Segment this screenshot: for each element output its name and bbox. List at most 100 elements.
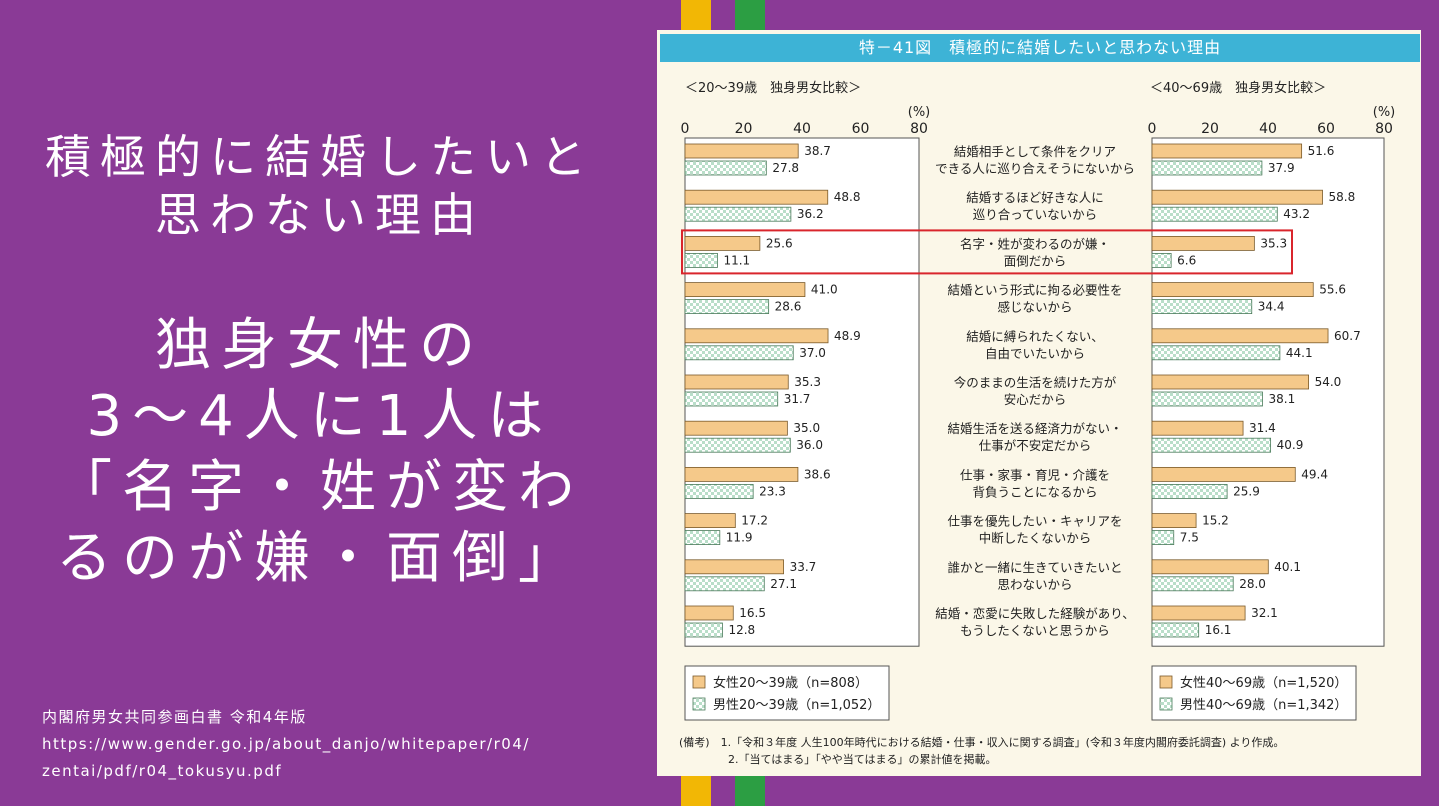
male-value: 28.6 xyxy=(775,300,802,314)
male-value: 6.6 xyxy=(1177,253,1196,267)
male-value: 36.0 xyxy=(796,438,823,452)
chart-note: (備考) 1.「令和３年度 人生100年時代における結婚・仕事・収入に関する調査… xyxy=(679,735,1284,749)
slide-title-line: 思わない理由 xyxy=(155,188,485,242)
male-value: 36.2 xyxy=(797,207,824,221)
male-value: 44.1 xyxy=(1286,346,1313,360)
female-value: 25.6 xyxy=(766,236,793,250)
category-label: 背負うことになるから xyxy=(972,484,1097,499)
female-bar xyxy=(1151,189,1323,205)
category-label: 自由でいたいから xyxy=(985,346,1085,361)
male-value: 27.1 xyxy=(770,577,797,591)
male-value: 40.9 xyxy=(1277,438,1304,452)
female-bar xyxy=(684,559,784,575)
male-bar xyxy=(684,345,794,361)
female-value: 55.6 xyxy=(1319,283,1346,297)
female-bar xyxy=(684,143,799,159)
male-value: 37.9 xyxy=(1268,161,1295,175)
female-bar xyxy=(1151,235,1255,251)
male-value: 27.8 xyxy=(772,161,799,175)
chart-note: 2.「当てはまる」「やや当てはまる」の累計値を掲載。 xyxy=(728,752,997,766)
female-value: 38.6 xyxy=(804,467,831,481)
legend-male-swatch xyxy=(1159,697,1173,711)
category-label: 感じないから xyxy=(997,300,1072,315)
male-value: 37.0 xyxy=(799,346,826,360)
panel-subtitle: ＜40～69歳 独身男女比較＞ xyxy=(1150,80,1326,96)
male-bar xyxy=(1151,437,1272,453)
male-value: 23.3 xyxy=(759,484,786,498)
female-bar xyxy=(1151,513,1197,529)
category-label: 今のままの生活を続けた方が xyxy=(954,375,1117,390)
legend-female-label: 女性40～69歳（n=1,520） xyxy=(1180,675,1347,691)
female-bar xyxy=(1151,466,1296,482)
male-bar xyxy=(684,160,767,176)
male-bar xyxy=(684,576,765,592)
category-label: 仕事が不安定だから xyxy=(979,438,1092,453)
slide-headline: 独身女性の 3～4人に1人は 「名字・姓が変わ るのが嫌・面倒」 xyxy=(0,310,640,594)
male-bar xyxy=(1151,576,1234,592)
highlight-box xyxy=(681,229,1293,275)
female-value: 17.2 xyxy=(741,514,768,528)
female-value: 60.7 xyxy=(1334,329,1361,343)
male-value: 16.1 xyxy=(1205,623,1232,637)
chart-panel: 特－41図 積極的に結婚したいと思わない理由 ＜20～39歳 独身男女比較＞ (%… xyxy=(657,30,1421,776)
category-label: できる人に巡り合えそうにないから xyxy=(935,161,1135,176)
male-bar xyxy=(1151,483,1228,499)
male-value: 7.5 xyxy=(1180,531,1199,545)
male-bar xyxy=(1151,530,1175,546)
yellow-stripe-bottom xyxy=(681,776,711,806)
female-value: 49.4 xyxy=(1301,467,1328,481)
tick-label: 20 xyxy=(735,121,753,137)
tick-label: 60 xyxy=(852,121,870,137)
category-label: 仕事を優先したい・キャリアを xyxy=(947,514,1122,529)
female-bar xyxy=(684,466,799,482)
male-value: 38.1 xyxy=(1268,392,1295,406)
male-value: 11.9 xyxy=(726,531,753,545)
female-value: 51.6 xyxy=(1308,144,1335,158)
legend-female-swatch xyxy=(1159,675,1173,689)
female-bar xyxy=(1151,374,1310,390)
male-bar xyxy=(1151,252,1172,268)
female-bar xyxy=(1151,605,1246,621)
headline-line: 「名字・姓が変わ xyxy=(56,455,584,520)
headline-line: るのが嫌・面倒」 xyxy=(56,526,584,591)
female-value: 31.4 xyxy=(1249,421,1276,435)
male-bar xyxy=(1151,299,1253,315)
male-bar xyxy=(684,437,791,453)
legend-female-swatch xyxy=(692,675,706,689)
female-bar xyxy=(684,328,829,344)
female-bar xyxy=(1151,282,1314,298)
female-value: 35.3 xyxy=(794,375,821,389)
female-bar xyxy=(684,605,734,621)
slide-title-line: 積極的に結婚したいと xyxy=(45,130,595,184)
category-label: 結婚するほど好きな人に xyxy=(966,190,1104,205)
headline-line: 3～4人に1人は xyxy=(86,384,554,449)
male-value: 34.4 xyxy=(1258,300,1285,314)
female-bar xyxy=(684,513,736,529)
category-label: 結婚に縛られたくない、 xyxy=(966,329,1104,344)
category-label: 結婚・恋愛に失敗した経験があり、 xyxy=(935,606,1135,621)
category-label: 仕事・家事・育児・介護を xyxy=(960,467,1110,482)
headline-line: 独身女性の xyxy=(155,313,485,378)
panel-subtitle: ＜20～39歳 独身男女比較＞ xyxy=(685,80,861,96)
category-label: 思わないから xyxy=(997,577,1072,592)
female-bar xyxy=(684,189,829,205)
female-value: 33.7 xyxy=(790,560,817,574)
male-bar xyxy=(684,252,718,268)
female-value: 41.0 xyxy=(811,283,838,297)
slide-title: 積極的に結婚したいと 思わない理由 xyxy=(0,128,640,244)
male-bar xyxy=(684,206,792,222)
female-value: 15.2 xyxy=(1202,514,1229,528)
female-value: 32.1 xyxy=(1251,606,1278,620)
female-value: 35.3 xyxy=(1260,236,1287,250)
legend-box xyxy=(1151,665,1357,721)
tick-label: 20 xyxy=(1201,121,1219,137)
female-value: 40.1 xyxy=(1274,560,1301,574)
male-bar xyxy=(1151,160,1263,176)
tick-label: 40 xyxy=(793,121,811,137)
chart-svg: ＜20～39歳 独身男女比較＞ (%) 0 20 40 60 80 38.7 27.8 48.8 3… xyxy=(679,80,1395,766)
category-label: 安心だから xyxy=(1004,392,1067,407)
female-bar xyxy=(1151,559,1269,575)
category-label: 結婚生活を送る経済力がない・ xyxy=(947,421,1122,436)
male-value: 25.9 xyxy=(1233,484,1260,498)
tick-label: 0 xyxy=(1148,121,1157,137)
